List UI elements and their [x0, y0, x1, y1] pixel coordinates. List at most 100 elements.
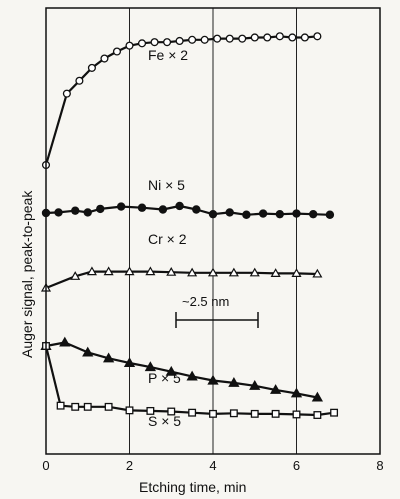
data-point-s4-8: [188, 408, 197, 417]
data-point-s2-4: [124, 266, 135, 276]
data-point-s1-2: [71, 206, 80, 215]
data-point-s2-9: [228, 267, 239, 277]
data-point-s0-1: [62, 89, 71, 98]
data-point-s0-15: [238, 34, 247, 43]
data-point-s0-8: [150, 38, 159, 47]
data-point-s1-17: [325, 210, 335, 219]
data-point-s4-15: [330, 408, 339, 417]
x-tick-label-4: 8: [376, 458, 383, 473]
series-markers: [40, 32, 339, 419]
data-point-s1-16: [309, 209, 318, 219]
series-label-p: P × 5: [148, 370, 181, 386]
data-point-s4-10: [229, 409, 238, 418]
series-label-cr: Cr × 2: [148, 231, 187, 247]
series-label-s: S × 5: [148, 413, 181, 429]
data-point-s2-12: [291, 268, 302, 277]
x-tick-label-3: 6: [293, 458, 300, 473]
x-axis-ticks: 0 2 4 6 8: [42, 458, 383, 473]
data-point-s2-8: [207, 267, 219, 277]
x-tick-label-0: 0: [42, 458, 49, 473]
data-point-s2-1: [70, 271, 81, 280]
data-point-s4-6: [146, 406, 155, 415]
x-tick-label-1: 2: [126, 458, 133, 473]
data-point-s0-21: [313, 32, 322, 41]
data-point-s3-6: [165, 365, 177, 376]
data-point-s3-7: [186, 370, 198, 381]
data-point-s4-11: [250, 409, 259, 418]
data-point-s0-4: [100, 54, 109, 63]
data-point-s1-15: [292, 209, 301, 218]
data-point-s1-11: [225, 208, 234, 217]
data-point-s4-9: [209, 409, 217, 418]
scale-bar-label: ~2.5 nm: [182, 294, 229, 309]
data-point-s3-5: [144, 361, 157, 372]
data-point-s1-10: [208, 209, 218, 219]
data-point-s4-2: [71, 402, 80, 411]
data-point-s1-13: [258, 209, 268, 218]
data-point-s0-2: [75, 76, 84, 85]
data-point-s2-10: [249, 267, 260, 277]
data-point-s2-2: [86, 266, 97, 276]
data-point-s3-11: [269, 384, 282, 394]
data-point-s1-14: [275, 209, 284, 219]
data-point-s0-9: [163, 38, 172, 47]
data-point-s4-13: [292, 410, 301, 419]
data-point-s2-6: [166, 266, 177, 276]
series-line-0: [44, 35, 318, 166]
data-point-s4-3: [83, 402, 92, 411]
data-point-s4-14: [313, 411, 322, 419]
data-point-s0-18: [275, 32, 284, 41]
data-point-s0-12: [200, 35, 209, 44]
data-point-s0-17: [263, 33, 272, 42]
series-line-4: [44, 345, 335, 417]
data-point-s3-12: [290, 387, 303, 398]
data-point-s0-3: [87, 63, 96, 72]
data-point-s2-3: [103, 266, 114, 276]
series-label-fe: Fe × 2: [148, 47, 188, 63]
data-point-s3-3: [102, 352, 115, 363]
series-lines: [44, 35, 335, 417]
x-axis-title: Etching time, min: [139, 479, 246, 495]
data-point-s1-8: [175, 201, 184, 211]
data-point-s3-4: [123, 357, 136, 368]
data-point-s3-10: [249, 379, 261, 390]
plot-frame: [45, 7, 381, 455]
data-point-s4-5: [125, 406, 134, 415]
data-point-s2-7: [187, 267, 198, 277]
data-point-s0-10: [175, 36, 184, 46]
data-point-s0-19: [288, 33, 297, 42]
data-point-s2-13: [312, 268, 323, 278]
data-point-s0-7: [137, 39, 147, 48]
data-point-s4-7: [167, 407, 176, 416]
data-point-s3-9: [228, 377, 240, 387]
series-label-ni: Ni × 5: [148, 177, 185, 193]
data-point-s2-11: [270, 268, 281, 277]
data-point-s0-13: [213, 34, 222, 43]
data-point-s1-1: [54, 208, 63, 217]
x-tick-label-2: 4: [209, 458, 216, 473]
data-point-s0-6: [125, 41, 134, 50]
data-point-s4-4: [104, 402, 113, 411]
data-point-s0-16: [250, 33, 259, 42]
data-point-s4-12: [271, 409, 280, 418]
data-point-s1-7: [158, 205, 168, 214]
data-point-s3-13: [311, 391, 324, 402]
data-point-s1-9: [192, 205, 201, 214]
data-point-s3-8: [207, 374, 219, 385]
data-point-s1-6: [137, 203, 147, 212]
data-point-s0-14: [225, 34, 234, 43]
y-axis-title: Auger signal, peak-to-peak: [19, 190, 35, 358]
data-point-s1-12: [242, 210, 251, 219]
data-point-s0-20: [300, 33, 309, 42]
data-point-s1-5: [116, 202, 126, 211]
data-point-s0-5: [112, 47, 122, 56]
data-point-s0-11: [188, 35, 197, 44]
data-point-s1-4: [96, 204, 105, 214]
data-point-s3-1: [59, 336, 71, 347]
data-point-s3-2: [82, 346, 94, 357]
data-point-s2-5: [145, 266, 156, 276]
scale-bar: ~2.5 nm: [175, 294, 259, 328]
data-point-s1-3: [83, 208, 92, 217]
data-point-s4-1: [56, 401, 65, 410]
